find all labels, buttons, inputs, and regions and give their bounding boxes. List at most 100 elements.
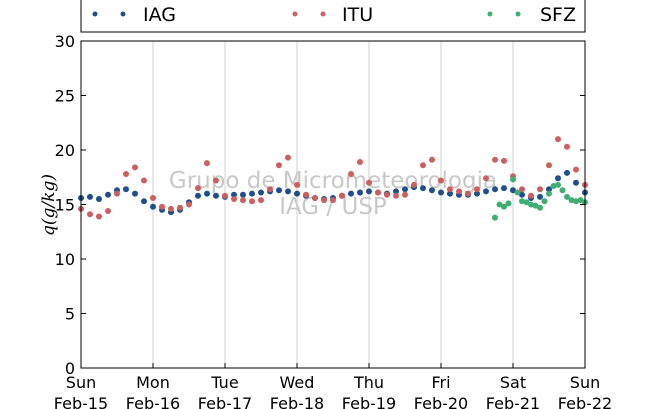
legend-marker	[92, 11, 98, 17]
data-point	[222, 192, 228, 199]
data-point	[231, 191, 237, 198]
data-point	[420, 185, 426, 192]
legend-label: IAG	[143, 4, 176, 26]
data-point	[492, 186, 498, 193]
data-point	[474, 186, 480, 193]
data-point	[303, 191, 309, 198]
data-point	[510, 187, 516, 194]
x-tick-label-day: Wed	[280, 373, 315, 392]
legend-marker	[487, 11, 493, 17]
data-point	[546, 190, 552, 197]
data-point	[213, 192, 219, 199]
data-point	[339, 192, 345, 199]
data-point	[438, 189, 444, 196]
data-point	[528, 201, 534, 208]
data-point	[564, 193, 570, 200]
x-tick-label-date: Feb-16	[126, 394, 180, 409]
data-point	[123, 171, 129, 177]
legend-marker	[292, 11, 298, 17]
data-point	[132, 164, 138, 171]
data-point	[384, 191, 390, 198]
data-point	[559, 187, 566, 194]
data-point	[537, 193, 543, 200]
y-tick-label: 0	[65, 359, 75, 378]
data-point	[577, 197, 584, 204]
data-point	[348, 190, 354, 197]
data-point	[267, 186, 273, 193]
data-point	[294, 181, 300, 188]
data-point	[573, 166, 579, 173]
data-point	[285, 188, 291, 195]
data-point	[105, 208, 111, 214]
x-tick-label-day: Sun	[66, 373, 96, 392]
y-tick-label: 25	[55, 87, 75, 106]
data-point	[447, 190, 453, 197]
data-point	[96, 213, 102, 220]
data-point	[501, 185, 507, 192]
data-point	[141, 177, 147, 184]
y-tick-label: 5	[65, 305, 75, 324]
data-point	[393, 188, 399, 195]
data-point	[276, 162, 282, 169]
data-point	[505, 200, 512, 207]
data-point	[514, 189, 521, 196]
data-point	[204, 160, 210, 167]
legend-marker	[515, 11, 521, 17]
data-point	[249, 198, 255, 205]
data-point	[438, 177, 444, 184]
data-point	[474, 190, 480, 197]
legend-marker	[320, 11, 326, 17]
data-point	[213, 177, 219, 184]
x-tick-label-date: Feb-15	[54, 394, 108, 409]
x-tick-label-day: Sun	[570, 373, 600, 392]
series-itu	[78, 136, 588, 220]
data-point	[150, 195, 156, 201]
data-point	[258, 197, 264, 204]
x-tick-label-date: Feb-22	[558, 394, 612, 409]
data-point	[123, 186, 129, 193]
data-point	[528, 192, 534, 199]
legend: IAG ITU SFZ	[92, 4, 576, 26]
data-point	[483, 188, 489, 195]
data-point	[402, 191, 408, 198]
data-point	[249, 190, 255, 197]
data-point	[366, 179, 372, 186]
data-point	[141, 198, 147, 205]
legend-label: SFZ	[540, 4, 576, 26]
data-point	[114, 190, 120, 197]
data-point	[87, 193, 93, 200]
data-point	[312, 195, 318, 201]
data-point	[204, 190, 210, 197]
x-tick-label-day: Thu	[353, 373, 384, 392]
data-point	[492, 156, 498, 163]
data-point	[546, 162, 552, 169]
data-point	[541, 198, 548, 205]
data-point	[510, 176, 516, 183]
data-point	[555, 181, 561, 188]
data-point	[132, 190, 138, 197]
data-point	[523, 199, 530, 206]
data-point	[348, 171, 354, 177]
data-point	[366, 188, 372, 195]
x-tick-label-date: Feb-18	[270, 394, 324, 409]
data-point	[532, 202, 539, 209]
y-tick-label: 20	[55, 141, 75, 160]
legend-box	[80, 0, 586, 33]
x-tick-label-date: Feb-19	[342, 394, 396, 409]
y-tick-label: 10	[55, 250, 75, 269]
data-point	[564, 143, 570, 150]
data-point	[357, 189, 363, 196]
data-point	[402, 186, 408, 193]
y-tick-label: 30	[55, 32, 75, 51]
data-point	[393, 192, 399, 199]
data-point	[519, 191, 525, 198]
data-point	[195, 185, 201, 192]
data-point	[186, 201, 192, 208]
data-point	[420, 162, 426, 169]
data-point	[168, 205, 174, 212]
data-point	[501, 157, 507, 164]
data-point	[564, 169, 570, 176]
data-point	[240, 197, 246, 204]
data-point	[555, 175, 561, 182]
